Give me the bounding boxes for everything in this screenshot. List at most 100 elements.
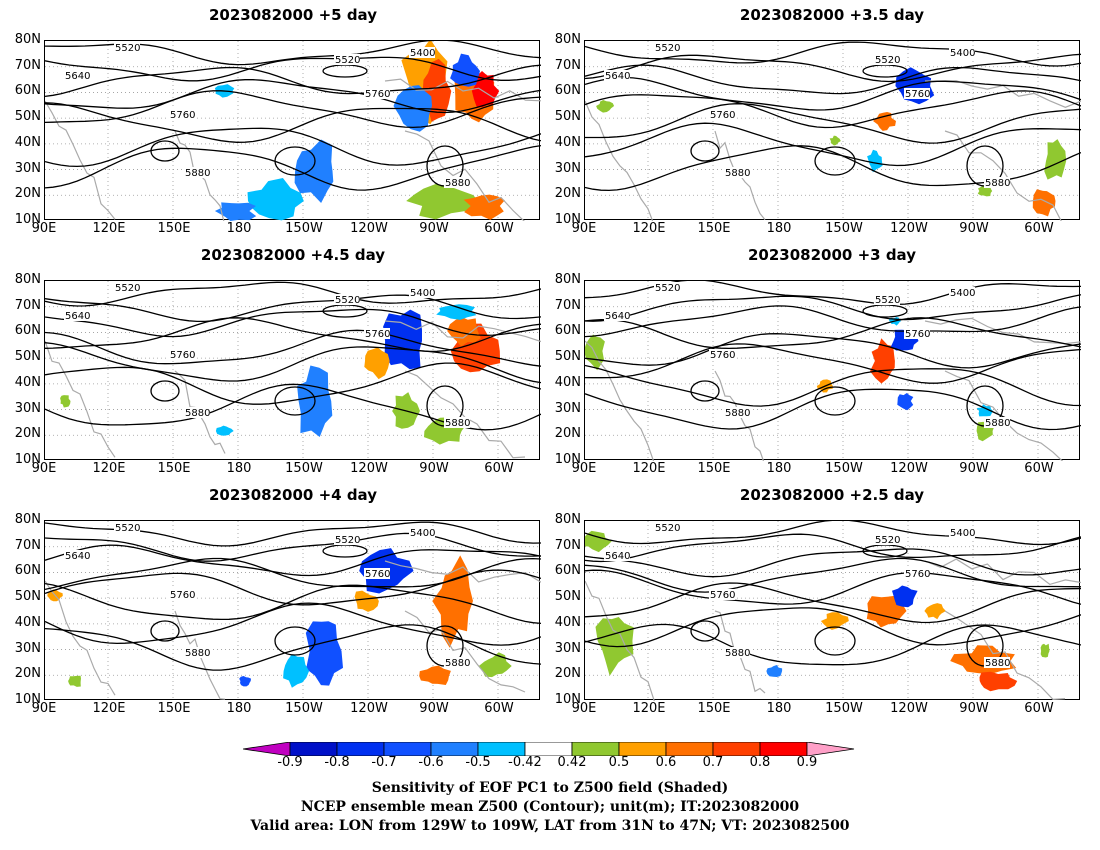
coastline: [944, 130, 1062, 221]
colorbar-tick-label: 0.8: [749, 755, 771, 770]
coastline: [924, 558, 1081, 586]
lon-tick-label: 150W: [825, 461, 863, 476]
colorbar-tick-label: 0.9: [796, 755, 818, 770]
panel-title: 2023082000 +4.5 day: [200, 246, 386, 264]
lat-tick-label: 60N: [554, 323, 581, 339]
sensitivity-shading: [419, 665, 451, 685]
lat-tick-label: 10N: [554, 692, 581, 707]
colorbar-swatch: [336, 742, 385, 756]
lon-tick-label: 150E: [697, 701, 731, 716]
contour-label: 5880: [445, 658, 470, 669]
z500-contour: [585, 317, 1081, 350]
contour-label: 5880: [445, 178, 470, 189]
lat-tick-label: 30N: [554, 160, 581, 176]
contour-label: 5520: [115, 283, 140, 294]
lat-tick-label: 50N: [554, 109, 581, 125]
contour-label: 5760: [365, 329, 390, 340]
coastline: [45, 100, 116, 220]
map-panel: 5520 5520 5640 5760 5880 5400 5760 5880: [44, 280, 541, 461]
lat-tick-label: 30N: [14, 160, 41, 176]
lon-tick-label: 120W: [350, 461, 388, 476]
lat-tick-label: 30N: [14, 400, 41, 416]
caption-line-3: Valid area: LON from 129W to 109W, LAT f…: [250, 818, 850, 834]
z500-closed-contour: [814, 626, 856, 656]
lat-tick-label: 40N: [14, 134, 41, 150]
map-panel: 5520 5520 5640 5760 5880 5400 5760 5880: [584, 40, 1081, 221]
contour-label: 5760: [710, 110, 735, 121]
lat-tick-label: 10N: [14, 692, 41, 707]
contour-label: 5880: [725, 408, 750, 419]
map-canvas: 5520 5520 5640 5760 5880 5400 5760 5880: [45, 41, 541, 221]
lat-tick-label: 50N: [554, 349, 581, 365]
sensitivity-shading: [979, 671, 1018, 692]
colorbar-swatch: [524, 742, 573, 756]
colorbar-swatch: [477, 742, 526, 756]
contour-label: 5760: [710, 350, 735, 361]
lat-tick-label: 40N: [14, 374, 41, 390]
lon-tick-label: 90W: [959, 461, 989, 476]
colorbar-tick-label: 0.5: [608, 755, 630, 770]
lat-tick-label: 50N: [14, 589, 41, 605]
colorbar-swatch: [430, 742, 479, 756]
lon-tick-label: 90E: [31, 221, 57, 236]
contour-label: 5520: [655, 283, 680, 294]
z500-contour: [585, 582, 1081, 624]
contour-label: 5400: [410, 528, 435, 539]
lon-tick-label: 90E: [31, 701, 57, 716]
sensitivity-shading: [977, 185, 993, 197]
contour-label: 5640: [65, 71, 90, 82]
sensitivity-shading: [1032, 189, 1056, 217]
lon-tick-label: 90E: [571, 461, 597, 476]
contour-label: 5760: [710, 590, 735, 601]
z500-contour: [585, 388, 1081, 431]
sensitivity-shading: [829, 135, 841, 146]
z500-contour: [45, 624, 541, 671]
lon-tick-label: 60W: [1024, 461, 1054, 476]
lon-tick-label: 180: [226, 221, 252, 236]
lat-tick-label: 20N: [14, 186, 41, 202]
sensitivity-shading: [447, 317, 481, 347]
lat-tick-label: 60N: [554, 563, 581, 579]
z500-contour: [585, 76, 1081, 111]
z500-closed-contour: [150, 620, 180, 642]
lat-tick-label: 70N: [14, 537, 41, 553]
z500-contour: [45, 102, 541, 143]
lon-tick-label: 60W: [484, 221, 514, 236]
lon-tick-label: 90W: [959, 701, 989, 716]
z500-contour: [585, 305, 1081, 338]
z500-contour: [45, 602, 541, 646]
coastline: [384, 560, 541, 583]
contour-label: 5880: [445, 418, 470, 429]
colorbar-tick-label: -0.5: [465, 755, 491, 770]
contour-label: 5760: [170, 590, 195, 601]
lon-tick-label: 60W: [484, 461, 514, 476]
lon-tick-label: 90W: [959, 221, 989, 236]
lat-tick-label: 20N: [14, 666, 41, 682]
contour-label: 5400: [950, 48, 975, 59]
sensitivity-shading: [215, 425, 234, 436]
contour-label: 5760: [905, 89, 930, 100]
panel-title: 2023082000 +3.5 day: [739, 6, 925, 24]
lat-tick-label: 40N: [554, 614, 581, 630]
z500-closed-contour: [150, 380, 180, 402]
contour-label: 5520: [335, 535, 360, 546]
sensitivity-shading: [463, 194, 505, 220]
contour-label: 5880: [985, 418, 1010, 429]
map-canvas: 5520 5520 5640 5760 5880 5400 5760 5880: [585, 281, 1081, 461]
sensitivity-shading: [406, 183, 481, 220]
lat-tick-label: 20N: [14, 426, 41, 442]
sensitivity-shading: [870, 338, 895, 384]
lat-tick-label: 60N: [14, 563, 41, 579]
lon-tick-label: 90W: [419, 701, 449, 716]
sensitivity-shading: [478, 652, 512, 678]
colorbar-tick-label: -0.6: [418, 755, 444, 770]
colorbar-swatch: [712, 742, 761, 756]
lon-tick-label: 120W: [890, 461, 928, 476]
coastline: [45, 340, 116, 458]
lat-tick-label: 80N: [554, 272, 581, 287]
map-canvas: 5520 5520 5640 5760 5880 5400 5760 5880: [585, 41, 1081, 221]
lat-tick-label: 80N: [14, 512, 41, 527]
z500-closed-contour: [274, 146, 316, 176]
z500-contour: [585, 557, 1081, 593]
lat-tick-label: 40N: [554, 374, 581, 390]
